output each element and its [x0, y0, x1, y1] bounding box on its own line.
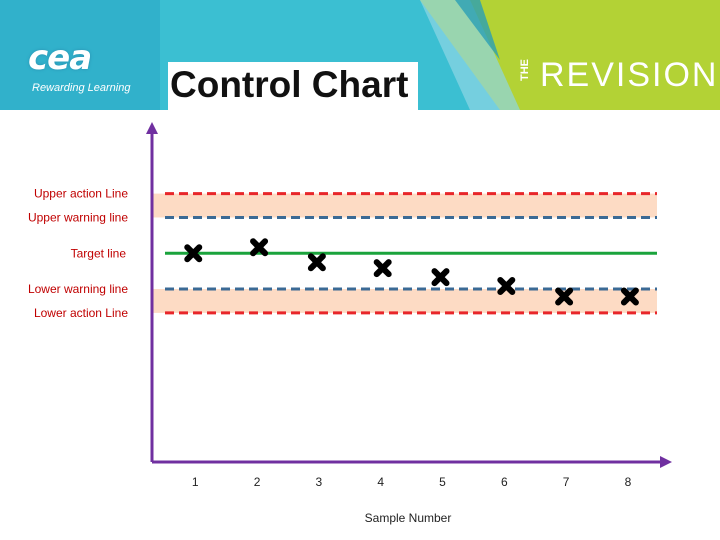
title-panel [168, 62, 418, 110]
lower-warning-label: Lower warning line [28, 282, 128, 296]
marker-stroke [555, 287, 574, 306]
cea-logo: cea Rewarding Learning [26, 38, 136, 98]
marker-stroke [620, 287, 639, 306]
marker-stroke [307, 253, 326, 272]
marker-stroke [184, 244, 203, 263]
marker-stroke [431, 268, 450, 287]
marker-stroke [373, 259, 392, 278]
title-banner [0, 0, 720, 110]
sample-marker-8 [620, 287, 639, 306]
lower-warning-zone [153, 289, 657, 313]
x-tick-label-4: 4 [377, 475, 384, 489]
target-label: Target line [71, 246, 127, 260]
x-tick-label-6: 6 [501, 475, 508, 489]
x-axis-arrow [660, 456, 672, 468]
slide-title: Control Chart [170, 64, 409, 105]
x-axis-title: Sample Number [365, 511, 452, 525]
zone-layer [153, 193, 657, 313]
x-tick-label-8: 8 [625, 475, 632, 489]
upper-action-label: Upper action Line [34, 187, 128, 201]
lower-action-label: Lower action Line [34, 306, 128, 320]
brand-prefix: THE [519, 59, 531, 81]
x-tick-label-5: 5 [439, 475, 446, 489]
x-tick-label-3: 3 [316, 475, 323, 489]
logo-wordmark: cea [28, 38, 92, 78]
sample-marker-1 [184, 244, 203, 263]
banner-stripe [420, 0, 520, 110]
banner-stripe-dark [455, 0, 500, 60]
marker-stroke [497, 277, 516, 296]
sample-marker-5 [431, 268, 450, 287]
x-tick-label-1: 1 [192, 475, 199, 489]
label-layer: Upper action Line Upper warning line Targe… [28, 187, 632, 525]
axes-layer [146, 122, 672, 468]
sample-marker-6 [497, 277, 516, 296]
sample-marker-4 [373, 259, 392, 278]
marker-stroke [250, 238, 269, 257]
sample-marker-3 [307, 253, 326, 272]
x-tick-label-2: 2 [254, 475, 261, 489]
y-axis-arrow [146, 122, 158, 134]
brand-name: REVISION [540, 56, 719, 94]
control-chart: Upper action Line Upper warning line Targe… [28, 122, 672, 525]
upper-warning-zone [153, 193, 657, 218]
sample-marker-2 [250, 238, 269, 257]
x-tick-label-7: 7 [563, 475, 570, 489]
reference-line-layer [165, 192, 657, 315]
marker-layer [184, 238, 639, 306]
upper-warning-label: Upper warning line [28, 210, 128, 224]
logo-panel [0, 0, 160, 110]
sample-marker-7 [555, 287, 574, 306]
logo-tagline: Rewarding Learning [32, 82, 131, 94]
